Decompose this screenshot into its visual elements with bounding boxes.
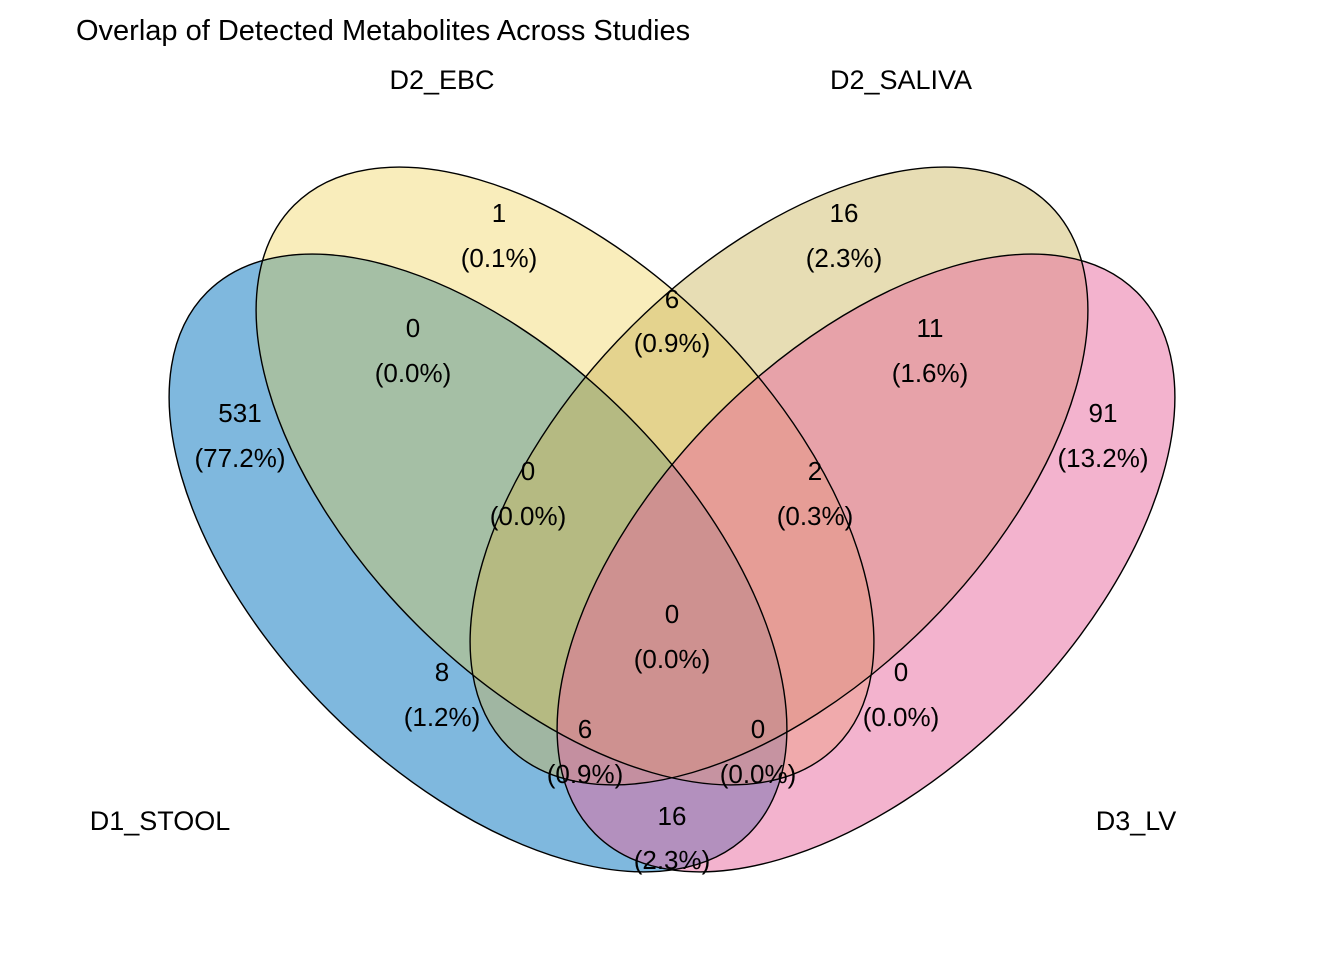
set-label-d1-stool: D1_STOOL (90, 806, 231, 836)
region-percent-stool-saliva-lv: (0.9%) (547, 759, 624, 789)
region-count-ebc-saliva-lv: 2 (808, 456, 822, 486)
region-percent-stool-ebc-saliva: (0.0%) (490, 501, 567, 531)
region-percent-ebc-saliva: (0.9%) (634, 328, 711, 358)
region-percent-ebc-saliva-lv: (0.3%) (777, 501, 854, 531)
region-count-stool-ebc-lv: 0 (751, 714, 765, 744)
region-percent-saliva-only: (2.3%) (806, 243, 883, 273)
region-count-stool-saliva: 8 (435, 657, 449, 687)
ellipse-fills (169, 167, 1175, 872)
ellipse-outline-d3-lv (556, 253, 1176, 873)
chart-title: Overlap of Detected Metabolites Across S… (76, 15, 690, 47)
ellipse-outline-d2-ebc (255, 166, 875, 786)
region-percent-saliva-lv: (1.6%) (892, 358, 969, 388)
region-count-saliva-lv: 11 (917, 313, 944, 343)
region-percent-ebc-lv: (0.0%) (863, 702, 940, 732)
region-count-stool-ebc: 0 (406, 313, 420, 343)
region-percent-stool-ebc-lv: (0.0%) (720, 759, 797, 789)
region-percent-stool-lv: (2.3%) (634, 845, 711, 875)
region-percent-all-four: (0.0%) (634, 644, 711, 674)
region-percent-stool-saliva: (1.2%) (404, 702, 481, 732)
set-label-d2-saliva: D2_SALIVA (830, 65, 972, 95)
region-count-stool-lv: 16 (658, 801, 687, 831)
region-count-stool-saliva-lv: 6 (578, 714, 592, 744)
region-count-all-four: 0 (665, 599, 679, 629)
region-count-stool-only: 531 (218, 398, 261, 428)
region-count-stool-ebc-saliva: 0 (521, 456, 535, 486)
ellipse-outline-d2-saliva (469, 166, 1089, 786)
region-percent-stool-only: (77.2%) (194, 443, 285, 473)
set-label-d2-ebc: D2_EBC (389, 65, 494, 95)
ellipse-outlines (168, 166, 1176, 873)
region-percent-ebc-only: (0.1%) (461, 243, 538, 273)
set-label-d3-lv: D3_LV (1096, 806, 1177, 836)
region-percent-stool-ebc: (0.0%) (375, 358, 452, 388)
region-count-ebc-saliva: 6 (665, 284, 679, 314)
region-count-ebc-only: 1 (492, 198, 506, 228)
region-labels: 531 (77.2%) 1 (0.1%) 16 (2.3%) 91 (13.2%… (194, 198, 1148, 875)
region-count-saliva-only: 16 (830, 198, 859, 228)
region-count-lv-only: 91 (1089, 398, 1118, 428)
set-labels: D1_STOOL D2_EBC D2_SALIVA D3_LV (90, 65, 1177, 836)
ellipse-fill-d3-lv (557, 254, 1175, 872)
region-percent-lv-only: (13.2%) (1057, 443, 1148, 473)
ellipse-outline-d1-stool (168, 253, 788, 873)
region-count-ebc-lv: 0 (894, 657, 908, 687)
